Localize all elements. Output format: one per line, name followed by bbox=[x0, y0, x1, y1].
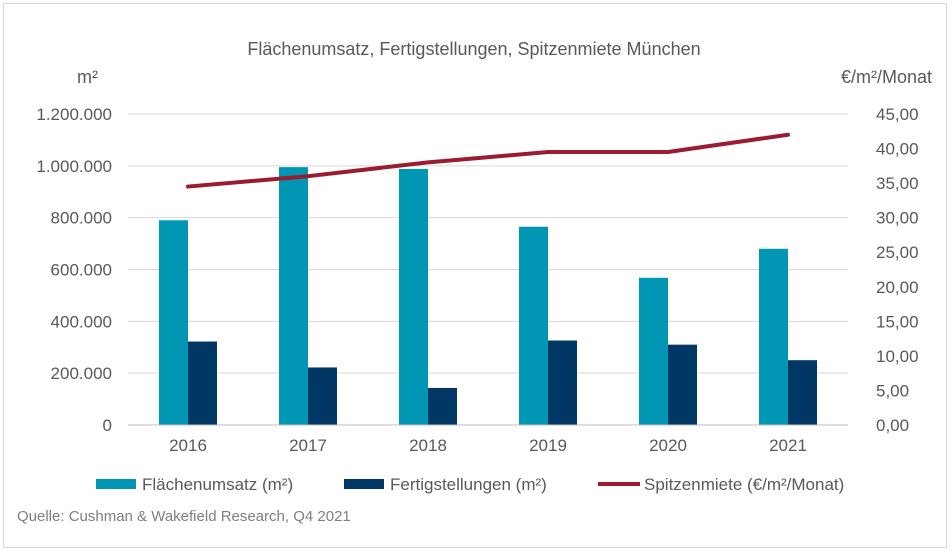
line-series bbox=[186, 132, 790, 189]
x-tick-label: 2017 bbox=[289, 436, 327, 455]
y-right-tick-label: 40,00 bbox=[876, 140, 919, 159]
y-axis-left-label: m² bbox=[77, 67, 98, 87]
y-right-tick-label: 5,00 bbox=[876, 381, 909, 400]
chart-title: Flächenumsatz, Fertigstellungen, Spitzen… bbox=[247, 39, 700, 59]
bar-fertigstellungen bbox=[428, 387, 457, 425]
bar-flaechenumsatz bbox=[519, 226, 548, 425]
x-tick-label: 2018 bbox=[409, 436, 447, 455]
bar-fertigstellungen bbox=[308, 367, 337, 425]
legend-label: Flächenumsatz (m²) bbox=[142, 475, 293, 494]
source-note: Quelle: Cushman & Wakefield Research, Q4… bbox=[17, 508, 351, 525]
bar-fertigstellungen bbox=[788, 360, 817, 425]
y-right-tick-label: 20,00 bbox=[876, 278, 919, 297]
legend-label: Fertigstellungen (m²) bbox=[390, 475, 547, 494]
y-axis-right-label: €/m²/Monat bbox=[841, 67, 932, 87]
axes: 0 200.000 400.000 600.000 800.000 1.000.000 1.… bbox=[36, 105, 918, 455]
bar-flaechenumsatz bbox=[279, 167, 308, 426]
y-right-tick-label: 35,00 bbox=[876, 174, 919, 193]
y-right-tick-label: 15,00 bbox=[876, 312, 919, 331]
bar-flaechenumsatz bbox=[759, 248, 788, 425]
y-right-tick-label: 10,00 bbox=[876, 347, 919, 366]
x-tick-label: 2020 bbox=[649, 436, 687, 455]
x-tick-label: 2019 bbox=[529, 436, 567, 455]
chart-frame bbox=[3, 3, 947, 548]
bars bbox=[159, 167, 817, 426]
legend-swatch bbox=[344, 479, 384, 489]
bar-fertigstellungen bbox=[188, 341, 217, 425]
y-left-tick-label: 200.000 bbox=[51, 364, 112, 383]
bar-flaechenumsatz bbox=[399, 168, 428, 425]
legend-label: Spitzenmiete (€/m²/Monat) bbox=[644, 475, 844, 494]
line-spitzenmiete bbox=[186, 132, 790, 189]
y-left-tick-label: 0 bbox=[103, 416, 112, 435]
y-right-tick-label: 45,00 bbox=[876, 105, 919, 124]
x-tick-label: 2016 bbox=[169, 436, 207, 455]
legend-swatch bbox=[96, 479, 136, 489]
y-left-tick-label: 800.000 bbox=[51, 209, 112, 228]
y-right-tick-label: 0,00 bbox=[876, 416, 909, 435]
bar-fertigstellungen bbox=[668, 344, 697, 425]
legend: Flächenumsatz (m²) Fertigstellungen (m²) S… bbox=[96, 475, 844, 494]
y-left-tick-label: 600.000 bbox=[51, 261, 112, 280]
bar-flaechenumsatz bbox=[639, 277, 668, 425]
bar-flaechenumsatz bbox=[159, 220, 188, 425]
y-left-tick-label: 400.000 bbox=[51, 312, 112, 331]
y-right-tick-label: 30,00 bbox=[876, 209, 919, 228]
y-right-tick-label: 25,00 bbox=[876, 243, 919, 262]
gridlines bbox=[128, 113, 848, 374]
bar-fertigstellungen bbox=[548, 340, 577, 425]
x-tick-label: 2021 bbox=[769, 436, 807, 455]
y-left-tick-label: 1.200.000 bbox=[36, 105, 112, 124]
y-left-tick-label: 1.000.000 bbox=[36, 157, 112, 176]
